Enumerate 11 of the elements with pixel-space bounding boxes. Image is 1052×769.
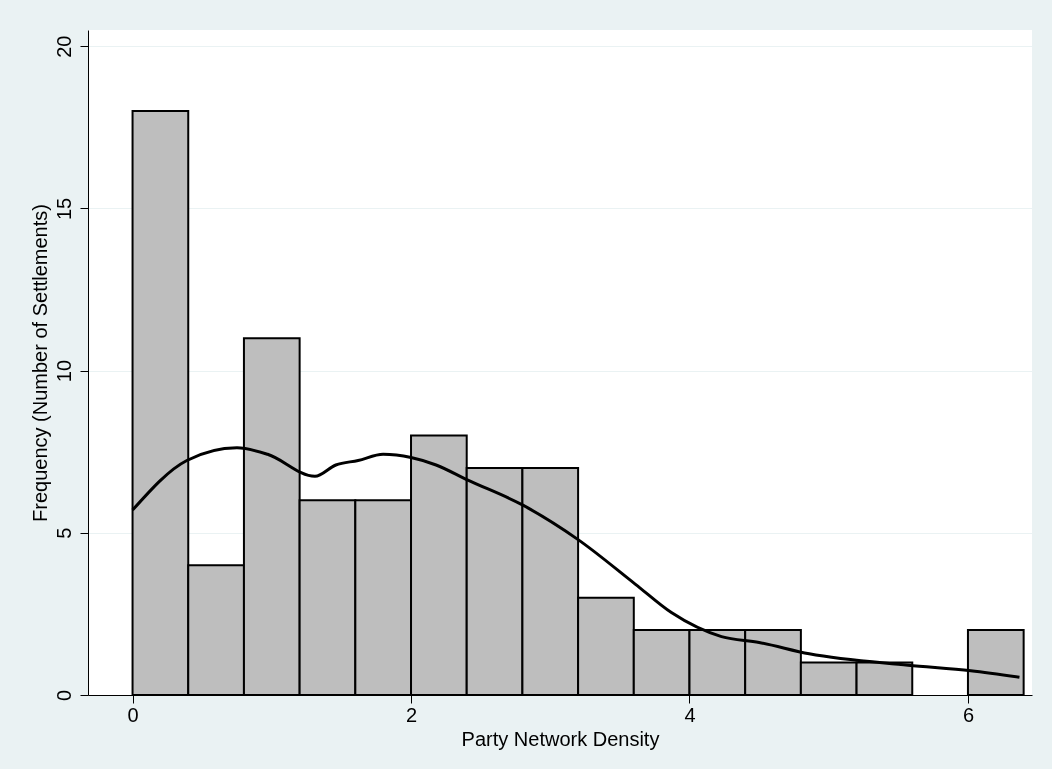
y-tick-label: 5 bbox=[52, 527, 75, 539]
x-tick-label: 6 bbox=[962, 703, 975, 726]
y-tick-label: 10 bbox=[52, 359, 75, 383]
x-tick-label: 0 bbox=[127, 703, 139, 726]
x-tick-label: 4 bbox=[684, 703, 696, 726]
y-tick-label: 0 bbox=[52, 689, 75, 702]
y-tick-label: 20 bbox=[52, 35, 75, 58]
x-tick-label: 2 bbox=[405, 703, 418, 726]
y-axis-title: Frequency (Number of Settlements) bbox=[28, 204, 51, 522]
x-axis-title: Party Network Density bbox=[461, 727, 660, 750]
y-tick-label: 15 bbox=[52, 197, 75, 221]
